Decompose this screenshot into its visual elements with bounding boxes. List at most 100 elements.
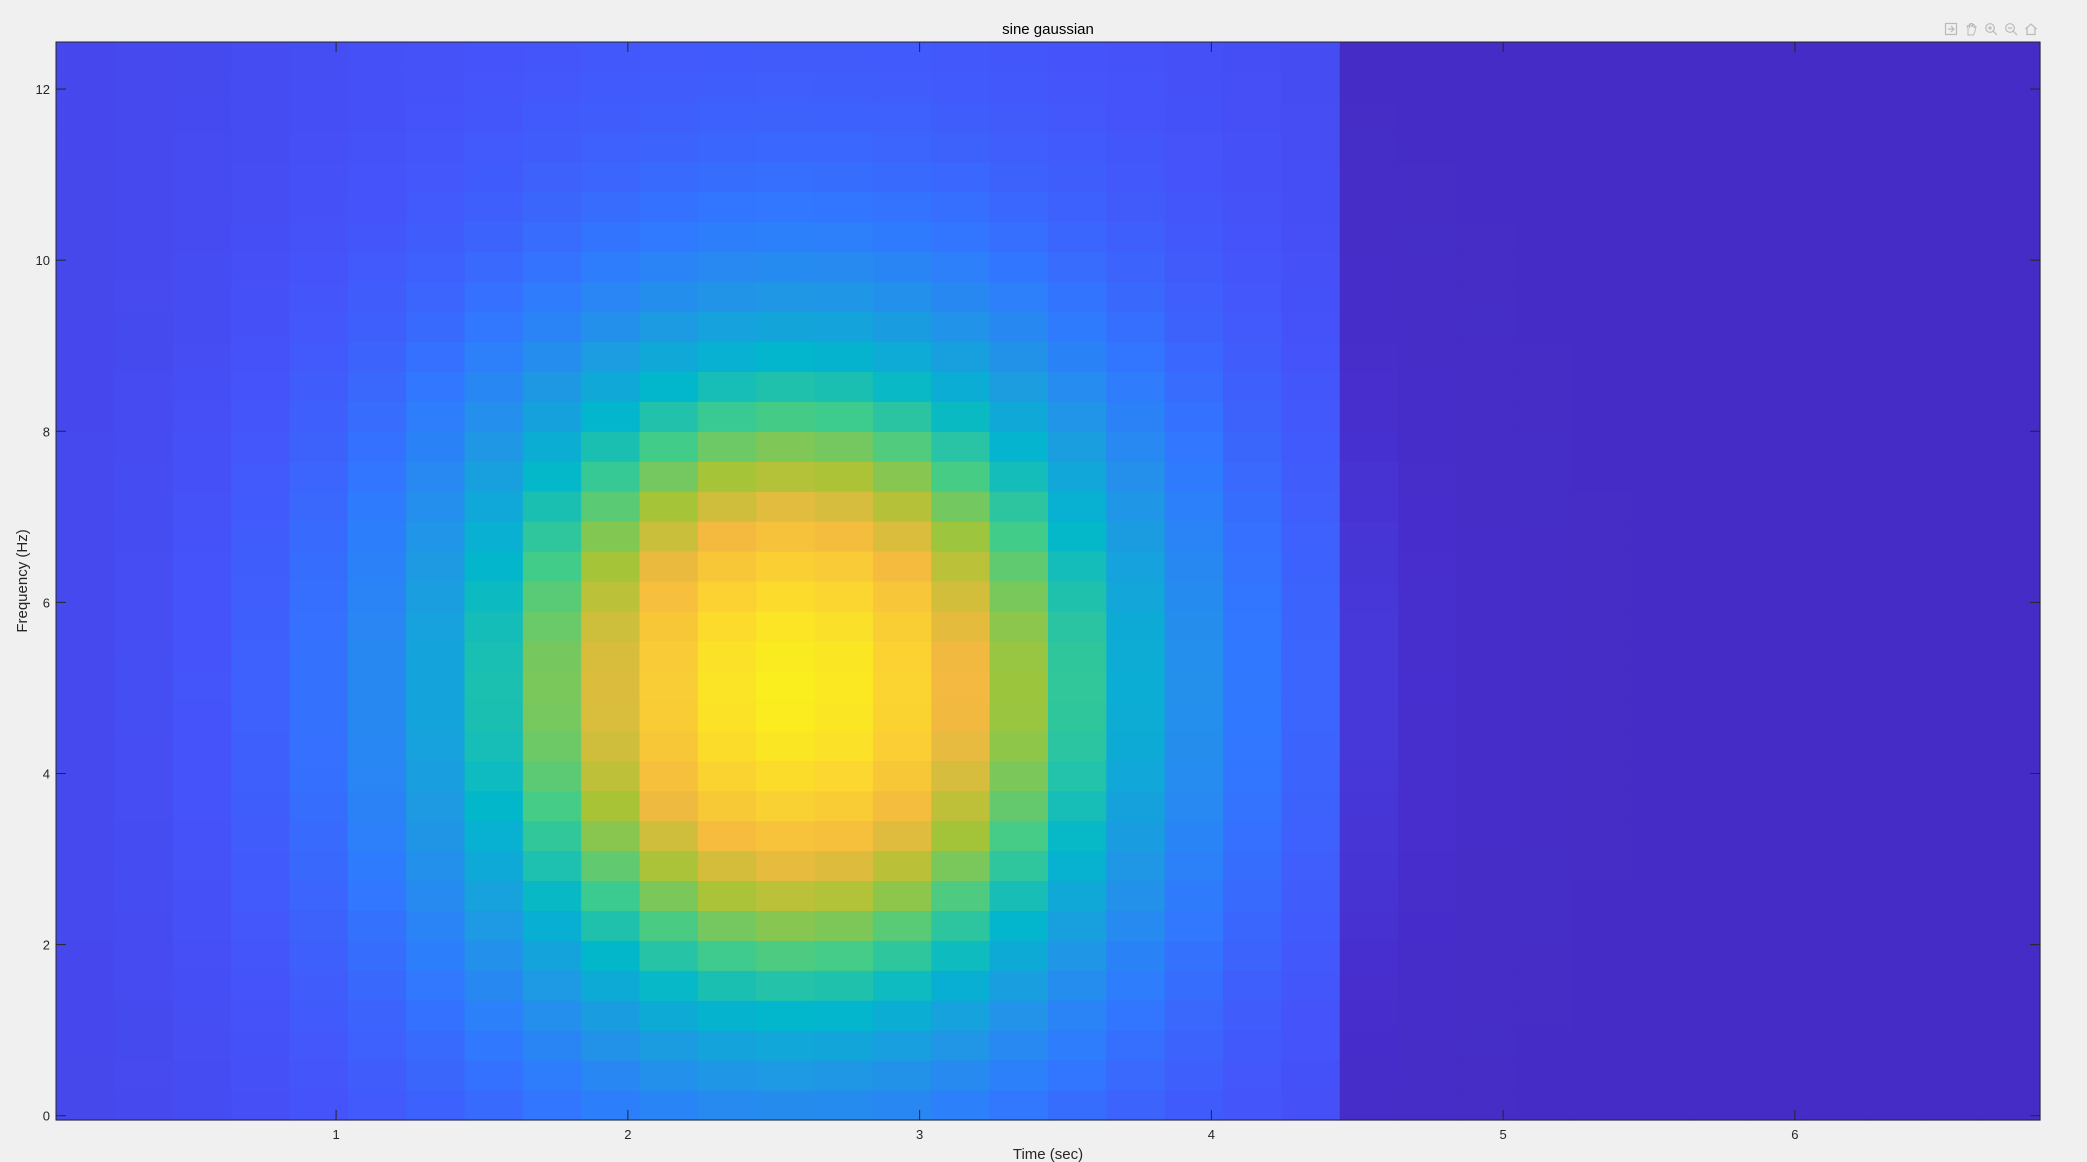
zoom-out-icon[interactable] — [2002, 20, 2020, 38]
heatmap-cell — [522, 42, 582, 73]
heatmap-cell — [872, 850, 932, 882]
heatmap-cell — [231, 221, 291, 253]
heatmap-cell — [289, 341, 349, 372]
heatmap-cell — [289, 730, 349, 762]
heatmap-cell — [1398, 221, 1458, 253]
axes-toolbar — [1942, 20, 2040, 40]
heatmap-cell — [1573, 131, 1633, 163]
heatmap-cell — [1514, 71, 1574, 103]
heatmap-cell — [872, 371, 932, 402]
heatmap-cell — [989, 401, 1049, 432]
heatmap-cell — [872, 491, 932, 522]
heatmap-cell — [289, 131, 349, 163]
heatmap-cell — [1456, 581, 1516, 612]
heatmap-cell — [1748, 970, 1808, 1001]
heatmap-cell — [581, 1030, 641, 1061]
heatmap-cell — [1223, 700, 1283, 732]
heatmap-cell — [289, 940, 349, 971]
heatmap-cell — [1631, 970, 1691, 1001]
heatmap-cell — [1456, 940, 1516, 971]
heatmap-cell — [289, 431, 349, 462]
heatmap-cell — [1106, 1090, 1166, 1121]
heatmap-cell — [1806, 341, 1866, 372]
heatmap-cell — [1223, 371, 1283, 402]
heatmap-cell — [1339, 760, 1399, 792]
heatmap-cell — [114, 940, 174, 971]
heatmap-cell — [56, 640, 115, 672]
heatmap-cell — [56, 940, 115, 971]
heatmap-cell — [1748, 431, 1808, 462]
heatmap-cell — [56, 1000, 115, 1031]
heatmap-cell — [1573, 1030, 1633, 1061]
heatmap-cell — [1223, 760, 1283, 792]
home-icon[interactable] — [2022, 20, 2040, 38]
heatmap-cell — [464, 491, 524, 522]
heatmap-cell — [114, 71, 174, 103]
heatmap-cell — [1573, 610, 1633, 642]
heatmap-cell — [464, 281, 524, 313]
heatmap-cell — [289, 880, 349, 911]
heatmap-cell — [1923, 700, 1983, 732]
heatmap-cell — [1223, 670, 1283, 702]
heatmap-cell — [1923, 850, 1983, 882]
heatmap-cell — [114, 700, 174, 732]
heatmap-cell — [1048, 581, 1107, 612]
heatmap-cell — [1981, 760, 2041, 792]
heatmap-cell — [1981, 101, 2041, 133]
heatmap-cell — [1864, 311, 1924, 343]
heatmap-cell — [114, 760, 174, 792]
heatmap-cell — [1106, 640, 1166, 672]
heatmap-cell — [1573, 581, 1633, 612]
heatmap-cell — [1281, 1000, 1341, 1031]
heatmap-cell — [756, 131, 816, 163]
heatmap-cell — [1514, 730, 1574, 762]
heatmap-cell — [1631, 640, 1691, 672]
heatmap-cell — [1864, 551, 1924, 582]
heatmap-cell — [1164, 820, 1224, 852]
heatmap-cell — [1689, 281, 1749, 313]
heatmap-cell — [1631, 341, 1691, 372]
heatmap-cell — [581, 640, 641, 672]
heatmap-cell — [406, 730, 466, 762]
heatmap-cell — [872, 1090, 932, 1121]
heatmap-cell — [1048, 880, 1107, 911]
heatmap-cell — [522, 431, 582, 462]
heatmap-cell — [989, 880, 1049, 911]
heatmap-cell — [1456, 311, 1516, 343]
heatmap-cell — [347, 610, 407, 642]
zoom-in-icon[interactable] — [1982, 20, 2000, 38]
heatmap-cell — [1456, 880, 1516, 911]
heatmap-cell — [522, 251, 582, 283]
heatmap-cell — [1048, 431, 1107, 462]
heatmap-cell — [1631, 371, 1691, 402]
heatmap-cell — [931, 581, 991, 612]
heatmap-cell — [172, 221, 232, 253]
heatmap-cell — [1864, 790, 1924, 822]
heatmap-cell — [1106, 431, 1166, 462]
heatmap-cell — [1514, 401, 1574, 432]
heatmap-cell — [989, 491, 1049, 522]
heatmap-cell — [1923, 760, 1983, 792]
heatmap-cell — [1689, 700, 1749, 732]
heatmap-cell — [1748, 251, 1808, 283]
heatmap-cell — [1106, 71, 1166, 103]
heatmap-cell — [931, 1000, 991, 1031]
pan-icon[interactable] — [1962, 20, 1980, 38]
heatmap-cell — [1748, 940, 1808, 971]
heatmap-cell — [1806, 491, 1866, 522]
heatmap-cell — [172, 730, 232, 762]
heatmap-cell — [1981, 521, 2041, 552]
heatmap-cell — [872, 790, 932, 822]
heatmap-cell — [1864, 521, 1924, 552]
heatmap-cell — [581, 281, 641, 313]
heatmap-cell — [1923, 491, 1983, 522]
heatmap-cell — [1689, 910, 1749, 941]
heatmap-cell — [56, 431, 115, 462]
export-icon[interactable] — [1942, 20, 1960, 38]
heatmap-cell — [1514, 640, 1574, 672]
heatmap-cell — [872, 1000, 932, 1031]
heatmap-cell — [289, 371, 349, 402]
heatmap-cell — [1573, 910, 1633, 941]
heatmap-cell — [406, 1090, 466, 1121]
y-tick-label: 6 — [43, 595, 50, 610]
